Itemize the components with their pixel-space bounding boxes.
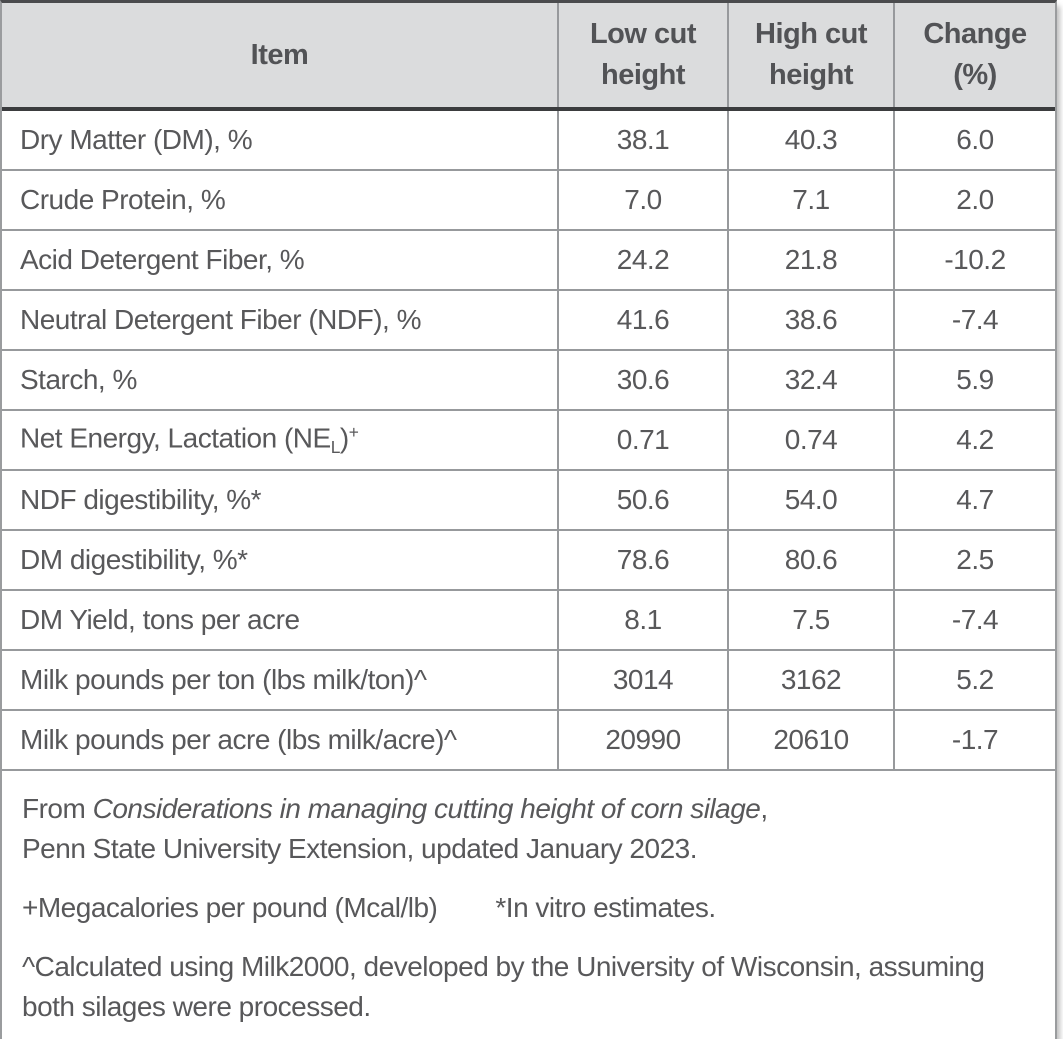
cell-high: 20610: [727, 709, 895, 770]
cell-change: 5.9: [893, 349, 1056, 411]
cell-low: 24.2: [557, 229, 729, 291]
calculation-note: ^Calculated using Milk2000, developed by…: [22, 947, 1035, 1027]
source-note-prefix: From: [22, 793, 93, 824]
cell-high: 7.5: [727, 589, 895, 651]
cell-low: 3014: [557, 649, 729, 711]
cell-high: 0.74: [727, 409, 895, 471]
cell-item: Dry Matter (DM), %: [1, 108, 559, 171]
cell-low: 20990: [557, 709, 729, 770]
cell-high: 32.4: [727, 349, 895, 411]
cell-item: Net Energy, Lactation (NEL)+: [1, 409, 559, 471]
cell-item: NDF digestibility, %*: [1, 469, 559, 531]
source-note-line2: Penn State University Extension, updated…: [22, 833, 698, 864]
cell-low: 41.6: [557, 289, 729, 351]
cell-low: 30.6: [557, 349, 729, 411]
cell-low: 78.6: [557, 529, 729, 591]
footnotes: From Considerations in managing cutting …: [2, 769, 1055, 1039]
cell-change: -7.4: [893, 589, 1056, 651]
source-note-suffix: ,: [760, 793, 768, 824]
column-header-change: Change (%): [893, 2, 1056, 111]
cell-high: 7.1: [727, 169, 895, 231]
column-header-item: Item: [1, 2, 559, 111]
cell-low: 8.1: [557, 589, 729, 651]
cell-high: 21.8: [727, 229, 895, 291]
megacalories-note: +Megacalories per pound (Mcal/lb): [22, 892, 438, 923]
source-note: From Considerations in managing cutting …: [22, 789, 1035, 869]
calculation-note-line1: ^Calculated using Milk2000, developed by…: [22, 951, 985, 982]
cell-low: 7.0: [557, 169, 729, 231]
table-row: Crude Protein, % 7.0 7.1 2.0: [1, 169, 1056, 231]
cell-low: 38.1: [557, 108, 729, 171]
table-row: Starch, % 30.6 32.4 5.9: [1, 349, 1056, 411]
column-header-low: Low cut height: [557, 2, 729, 111]
cell-item: DM digestibility, %*: [1, 529, 559, 591]
cell-change: 2.5: [893, 529, 1056, 591]
invitro-note: *In vitro estimates.: [495, 892, 716, 923]
cell-item: Milk pounds per ton (lbs milk/ton)^: [1, 649, 559, 711]
cell-high: 80.6: [727, 529, 895, 591]
table-row: DM Yield, tons per acre 8.1 7.5 -7.4: [1, 589, 1056, 651]
cell-change: -1.7: [893, 709, 1056, 770]
cell-high: 3162: [727, 649, 895, 711]
cell-low: 50.6: [557, 469, 729, 531]
table-row: NDF digestibility, %* 50.6 54.0 4.7: [1, 469, 1056, 531]
cell-high: 38.6: [727, 289, 895, 351]
cell-change: -7.4: [893, 289, 1056, 351]
cell-item: Milk pounds per acre (lbs milk/acre)^: [1, 709, 559, 770]
table-row: Net Energy, Lactation (NEL)+ 0.71 0.74 4.2: [1, 409, 1056, 471]
table-row: Dry Matter (DM), % 38.1 40.3 6.0: [1, 108, 1056, 171]
cell-change: -10.2: [893, 229, 1056, 291]
cell-high: 54.0: [727, 469, 895, 531]
cell-change: 5.2: [893, 649, 1056, 711]
cell-item: Starch, %: [1, 349, 559, 411]
cell-change: 2.0: [893, 169, 1056, 231]
cell-item: Acid Detergent Fiber, %: [1, 229, 559, 291]
table-row: Neutral Detergent Fiber (NDF), % 41.6 38.6…: [1, 289, 1056, 351]
cell-item: Crude Protein, %: [1, 169, 559, 231]
table-row: Acid Detergent Fiber, % 24.2 21.8 -10.2: [1, 229, 1056, 291]
table-row: Milk pounds per acre (lbs milk/acre)^ 209…: [1, 709, 1056, 770]
data-table: Item Low cut height High cut height Change (%)…: [1, 2, 1056, 770]
table-row: Milk pounds per ton (lbs milk/ton)^ 3014 3…: [1, 649, 1056, 711]
cell-change: 4.7: [893, 469, 1056, 531]
header-row: Item Low cut height High cut height Change (%): [1, 2, 1056, 111]
table-header: Item Low cut height High cut height Change (%): [1, 2, 1056, 111]
cell-high: 40.3: [727, 108, 895, 171]
table-row: DM digestibility, %* 78.6 80.6 2.5: [1, 529, 1056, 591]
units-note: +Megacalories per pound (Mcal/lb) *In vit…: [22, 888, 1035, 928]
table-body: Dry Matter (DM), % 38.1 40.3 6.0 Crude Prote…: [1, 108, 1056, 770]
cell-item: Neutral Detergent Fiber (NDF), %: [1, 289, 559, 351]
column-header-high: High cut height: [727, 2, 895, 111]
calculation-note-line2: both silages were processed.: [22, 991, 371, 1022]
source-note-title: Considerations in managing cutting heigh…: [92, 793, 761, 824]
cell-change: 6.0: [893, 108, 1056, 171]
cell-change: 4.2: [893, 409, 1056, 471]
cell-item: DM Yield, tons per acre: [1, 589, 559, 651]
cell-low: 0.71: [557, 409, 729, 471]
